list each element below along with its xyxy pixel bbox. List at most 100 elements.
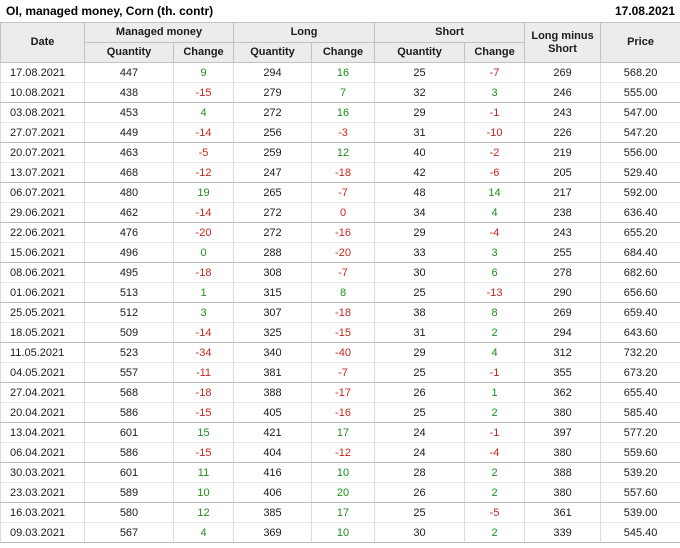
cell-mm-quantity: 495 xyxy=(84,262,174,283)
cell-date: 15.06.2021 xyxy=(0,242,85,263)
cell-mm-quantity: 453 xyxy=(84,102,174,123)
cell-long-quantity: 256 xyxy=(233,122,312,143)
cell-mm-change: -34 xyxy=(173,342,234,363)
cell-mm-change: -18 xyxy=(173,262,234,283)
cell-short-quantity: 31 xyxy=(374,322,466,343)
cell-price: 559.60 xyxy=(600,442,680,463)
cell-mm-quantity: 557 xyxy=(84,362,174,383)
table-row: 16.03.2021 580 12 385 17 25 -5 361 539.00 xyxy=(0,502,680,523)
cell-long-quantity: 416 xyxy=(233,462,312,483)
cell-date: 13.07.2021 xyxy=(0,162,85,183)
cell-long-quantity: 307 xyxy=(233,302,312,323)
cell-date: 27.07.2021 xyxy=(0,122,85,143)
cell-price: 659.40 xyxy=(600,302,680,323)
cell-date: 27.04.2021 xyxy=(0,382,85,403)
cell-price: 545.40 xyxy=(600,522,680,543)
cell-mm-change: 19 xyxy=(173,182,234,203)
cell-price: 568.20 xyxy=(600,62,680,83)
cell-mm-change: -14 xyxy=(173,122,234,143)
cell-price: 732.20 xyxy=(600,342,680,363)
table-row: 29.06.2021 462 -14 272 0 34 4 238 636.40 xyxy=(0,202,680,223)
cell-mm-quantity: 512 xyxy=(84,302,174,323)
col-header-long-minus-short: Long minus Short xyxy=(524,22,602,63)
cell-long-change: 8 xyxy=(310,282,376,303)
cell-mm-change: 10 xyxy=(173,482,234,503)
cell-long-quantity: 405 xyxy=(233,402,312,423)
cell-short-quantity: 42 xyxy=(374,162,466,183)
table-body: 17.08.2021 447 9 294 16 25 -7 269 568.20 10.08.20… xyxy=(0,62,680,543)
cell-mm-quantity: 462 xyxy=(84,202,174,223)
table-row: 23.03.2021 589 10 406 20 26 2 380 557.60 xyxy=(0,482,680,503)
table-row: 06.04.2021 586 -15 404 -12 24 -4 380 559.60 xyxy=(0,442,680,463)
col-subheader-mm-change: Change xyxy=(173,42,234,63)
cell-date: 30.03.2021 xyxy=(0,462,85,483)
cell-long-minus-short: 238 xyxy=(524,202,602,223)
cell-mm-quantity: 463 xyxy=(84,142,174,163)
table-row: 10.08.2021 438 -15 279 7 32 3 246 555.00 xyxy=(0,82,680,103)
cell-long-minus-short: 243 xyxy=(524,102,602,123)
cell-date: 29.06.2021 xyxy=(0,202,85,223)
cell-short-quantity: 48 xyxy=(374,182,466,203)
cell-short-change: -1 xyxy=(464,102,526,123)
cell-mm-quantity: 496 xyxy=(84,242,174,263)
cell-long-quantity: 421 xyxy=(233,422,312,443)
table-row: 13.07.2021 468 -12 247 -18 42 -6 205 529.40 xyxy=(0,162,680,183)
cell-long-minus-short: 269 xyxy=(524,62,602,83)
cell-mm-quantity: 468 xyxy=(84,162,174,183)
cell-short-quantity: 29 xyxy=(374,342,466,363)
cell-long-change: -40 xyxy=(310,342,376,363)
cell-mm-quantity: 476 xyxy=(84,222,174,243)
cell-mm-change: -18 xyxy=(173,382,234,403)
table-row: 27.07.2021 449 -14 256 -3 31 -10 226 547.20 xyxy=(0,122,680,143)
table-row: 18.05.2021 509 -14 325 -15 31 2 294 643.60 xyxy=(0,322,680,343)
cell-long-quantity: 325 xyxy=(233,322,312,343)
cell-long-quantity: 388 xyxy=(233,382,312,403)
cell-price: 539.00 xyxy=(600,502,680,523)
cell-mm-quantity: 601 xyxy=(84,462,174,483)
cell-date: 18.05.2021 xyxy=(0,322,85,343)
cell-mm-change: 15 xyxy=(173,422,234,443)
cell-long-quantity: 279 xyxy=(233,82,312,103)
cell-long-change: -3 xyxy=(310,122,376,143)
cell-long-minus-short: 380 xyxy=(524,442,602,463)
cell-short-change: -2 xyxy=(464,142,526,163)
cell-date: 20.07.2021 xyxy=(0,142,85,163)
cell-mm-change: 0 xyxy=(173,242,234,263)
page-title: OI, managed money, Corn (th. contr) xyxy=(6,4,214,18)
cell-long-minus-short: 312 xyxy=(524,342,602,363)
cell-mm-change: -12 xyxy=(173,162,234,183)
cell-short-quantity: 25 xyxy=(374,362,466,383)
cell-price: 655.20 xyxy=(600,222,680,243)
cell-short-change: -5 xyxy=(464,502,526,523)
cell-date: 20.04.2021 xyxy=(0,402,85,423)
cell-short-change: 4 xyxy=(464,342,526,363)
cell-date: 22.06.2021 xyxy=(0,222,85,243)
cell-long-change: -16 xyxy=(310,402,376,423)
cell-mm-change: 9 xyxy=(173,62,234,83)
table-row: 27.04.2021 568 -18 388 -17 26 1 362 655.40 xyxy=(0,382,680,403)
cell-long-minus-short: 217 xyxy=(524,182,602,203)
cell-long-change: 0 xyxy=(310,202,376,223)
cell-mm-quantity: 509 xyxy=(84,322,174,343)
cell-long-quantity: 385 xyxy=(233,502,312,523)
cell-long-minus-short: 219 xyxy=(524,142,602,163)
oi-table: Date Managed money Long Short Long minus… xyxy=(0,22,680,543)
table-row: 01.06.2021 513 1 315 8 25 -13 290 656.60 xyxy=(0,282,680,303)
cell-long-minus-short: 361 xyxy=(524,502,602,523)
cell-long-change: -18 xyxy=(310,162,376,183)
cell-mm-change: 1 xyxy=(173,282,234,303)
cell-price: 682.60 xyxy=(600,262,680,283)
cell-short-change: -4 xyxy=(464,442,526,463)
cell-price: 643.60 xyxy=(600,322,680,343)
cell-long-minus-short: 278 xyxy=(524,262,602,283)
cell-price: 673.20 xyxy=(600,362,680,383)
report-date: 17.08.2021 xyxy=(614,4,675,18)
cell-price: 655.40 xyxy=(600,382,680,403)
cell-price: 656.60 xyxy=(600,282,680,303)
cell-date: 11.05.2021 xyxy=(0,342,85,363)
cell-long-minus-short: 388 xyxy=(524,462,602,483)
table-row: 25.05.2021 512 3 307 -18 38 8 269 659.40 xyxy=(0,302,680,323)
cell-long-quantity: 406 xyxy=(233,482,312,503)
cell-long-quantity: 272 xyxy=(233,202,312,223)
cell-mm-quantity: 586 xyxy=(84,442,174,463)
